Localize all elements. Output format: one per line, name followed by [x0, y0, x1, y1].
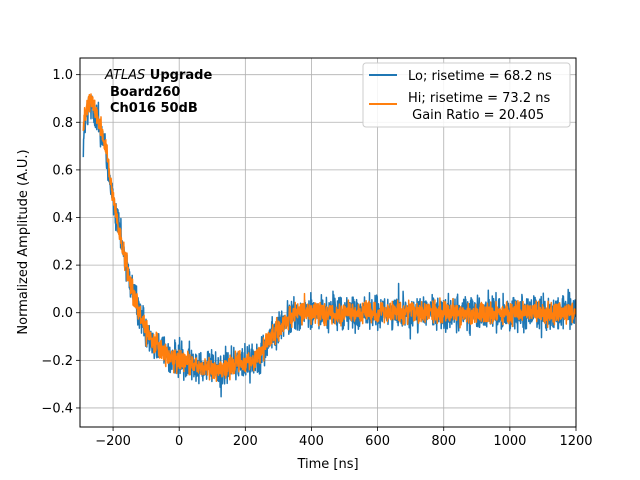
x-tick-label: 400	[299, 434, 324, 449]
annotation-channel: Ch016 50dB	[110, 101, 198, 116]
y-tick-label: 0.0	[52, 306, 73, 321]
legend-label-gain-ratio: Gain Ratio = 20.405	[408, 108, 544, 123]
annotation-atlas: ATLAS	[104, 68, 145, 83]
series-line-hi	[82, 93, 576, 383]
x-tick-label: 0	[175, 434, 183, 449]
y-tick-label: 0.8	[52, 116, 73, 131]
x-tick-label: 600	[365, 434, 390, 449]
legend: Lo; risetime = 68.2 ns Hi; risetime = 73…	[362, 62, 571, 128]
y-axis-label: Normalized Amplitude (A.U.)	[16, 149, 31, 334]
legend-label-lo: Lo; risetime = 68.2 ns	[408, 69, 552, 84]
series-layer	[82, 93, 576, 398]
y-tick-label: −0.4	[41, 401, 73, 416]
annotation-board: Board260	[110, 85, 180, 100]
x-tick-label: 800	[431, 434, 456, 449]
legend-label-hi: Hi; risetime = 73.2 ns	[408, 91, 550, 106]
atlas-annotation: ATLAS Upgrade Board260 Ch016 50dB	[104, 68, 212, 116]
x-tick-label: 200	[233, 434, 258, 449]
y-tick-label: 0.6	[52, 163, 73, 178]
y-axis-ticks: −0.4 −0.2 0.0 0.2 0.4 0.6 0.8 1.0	[41, 68, 80, 416]
plot-frame	[79, 57, 577, 428]
x-tick-label: 1000	[493, 434, 526, 449]
annotation-upgrade: Upgrade	[145, 68, 212, 83]
x-tick-label: −200	[95, 434, 131, 449]
x-axis-ticks: −200 0 200 400 600 800 1000 1200	[95, 427, 593, 449]
y-tick-label: −0.2	[41, 354, 73, 369]
y-tick-label: 0.4	[52, 211, 73, 226]
x-tick-label: 1200	[559, 434, 592, 449]
annotation-line-1: ATLAS Upgrade	[104, 68, 212, 83]
y-tick-label: 0.2	[52, 259, 73, 274]
y-tick-label: 1.0	[52, 68, 73, 83]
legend-box	[362, 62, 571, 128]
x-axis-label: Time [ns]	[296, 457, 358, 472]
